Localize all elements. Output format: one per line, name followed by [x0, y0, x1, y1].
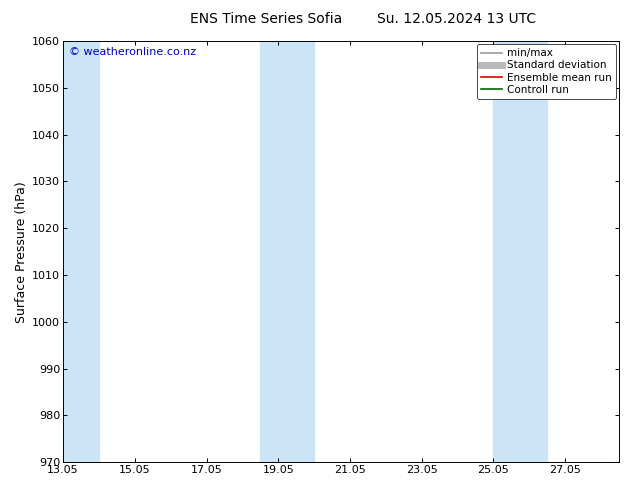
Text: © weatheronline.co.nz: © weatheronline.co.nz [68, 48, 196, 57]
Bar [261, 41, 314, 462]
Text: ENS Time Series Sofia: ENS Time Series Sofia [190, 12, 342, 26]
Legend: min/max, Standard deviation, Ensemble mean run, Controll run: min/max, Standard deviation, Ensemble me… [477, 44, 616, 99]
Bar [493, 41, 547, 462]
Text: Su. 12.05.2024 13 UTC: Su. 12.05.2024 13 UTC [377, 12, 536, 26]
Y-axis label: Surface Pressure (hPa): Surface Pressure (hPa) [15, 181, 28, 322]
Bar [63, 41, 99, 462]
